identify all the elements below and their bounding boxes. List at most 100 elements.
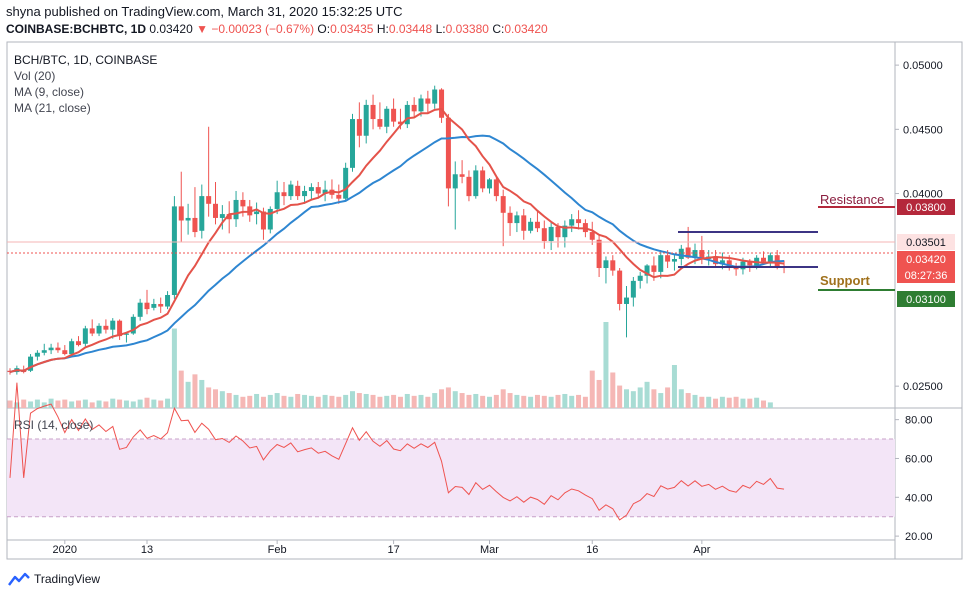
tradingview-logo-icon: [8, 572, 30, 586]
volume-bar: [610, 372, 616, 408]
volume-bar: [740, 398, 746, 408]
candle-body: [610, 260, 616, 271]
candle-body: [199, 196, 205, 231]
volume-bar: [165, 398, 171, 408]
candle-body: [473, 170, 479, 197]
price-change: −0.00023 (−0.67%): [211, 22, 315, 36]
volume-bar: [69, 401, 75, 408]
candle-body: [165, 294, 171, 307]
volume-bar: [699, 396, 705, 408]
volume-bar: [254, 393, 260, 408]
volume-bar: [144, 397, 150, 408]
rsi-axis: 80.00 60.00 40.00 20.00: [895, 415, 933, 543]
candle-body: [740, 261, 746, 270]
volume-bar: [651, 389, 657, 408]
legend-ma21: MA (21, close): [14, 101, 91, 115]
rsi-tick-label: 80.00: [905, 415, 933, 427]
volume-bar: [493, 394, 499, 408]
low-label: L:: [435, 22, 446, 36]
volume-bar: [233, 394, 239, 408]
high-value: 0.03448: [388, 22, 433, 36]
volume-bar: [178, 370, 184, 408]
volume-bar: [432, 393, 438, 408]
rsi-band: [7, 439, 895, 517]
resistance-price-tag: [897, 199, 955, 215]
candle-body: [233, 199, 239, 220]
volume-bar: [315, 396, 321, 408]
candle-body: [62, 350, 68, 355]
candles: [7, 85, 787, 375]
volume-bar: [322, 394, 328, 408]
ma21-line: [9, 134, 785, 373]
candle-body: [267, 208, 273, 230]
legend-ma9: MA (9, close): [14, 85, 84, 99]
volume-bar: [48, 398, 54, 408]
volume-bar: [452, 391, 458, 408]
candle-body: [377, 119, 383, 127]
candle-body: [548, 226, 554, 242]
volume-bar: [706, 396, 712, 408]
rsi-tick-label: 60.00: [905, 453, 933, 465]
volume-bar: [213, 389, 218, 408]
volume-bar: [754, 397, 760, 408]
candle-body: [192, 217, 198, 233]
candle-body: [671, 259, 677, 262]
footer-brand[interactable]: TradingView: [8, 572, 100, 586]
volume-bar: [562, 393, 568, 408]
last-price-text: 0.03420: [906, 254, 946, 266]
candle-body: [624, 297, 629, 304]
candle-body: [466, 176, 472, 197]
volume-bar: [55, 400, 61, 408]
volume-bar: [439, 389, 445, 408]
open-value: 0.03435: [330, 22, 374, 36]
volume-bar: [466, 394, 472, 408]
candle-body: [541, 228, 547, 242]
candle-body: [617, 270, 623, 304]
volume-bar: [404, 393, 410, 408]
candle-body: [117, 320, 123, 337]
resistance-price-text: 0.03800: [906, 202, 946, 214]
volume-bar: [336, 396, 342, 408]
candle-body: [151, 303, 157, 308]
time-tick-label: 17: [387, 544, 399, 556]
volume-bar: [171, 328, 177, 408]
triangle-down-icon: ▼: [196, 22, 208, 36]
volume-bar: [41, 402, 47, 408]
symbol-name: COINBASE:BCHBTC, 1D: [6, 22, 147, 36]
candle-body: [123, 333, 129, 335]
candle-body: [651, 265, 657, 272]
candle-body: [363, 104, 369, 136]
candle-body: [528, 221, 534, 231]
candle-body: [384, 108, 390, 127]
volume-bar: [89, 402, 95, 408]
volume-bar: [487, 396, 492, 408]
volume-bar: [719, 396, 725, 408]
candle-body: [500, 196, 506, 213]
candle-body: [487, 179, 492, 189]
candle-body: [713, 256, 719, 265]
candle-body: [658, 255, 664, 272]
candle-body: [425, 98, 431, 104]
time-tick-label: 13: [141, 544, 153, 556]
volume-bar: [34, 399, 40, 408]
rsi-line: [9, 382, 785, 521]
price-tick-label: 0.04500: [903, 124, 943, 136]
volume-bar: [761, 400, 766, 408]
volume-bar: [507, 393, 513, 408]
volume-bar: [445, 387, 451, 408]
volume-bar: [726, 397, 732, 408]
volume-bar: [185, 381, 191, 408]
candle-body: [96, 325, 102, 334]
volume-bar: [329, 395, 335, 408]
candle-body: [459, 174, 465, 177]
candle-body: [308, 187, 314, 191]
candle-body: [370, 104, 376, 120]
rsi-tick-label: 20.00: [905, 531, 933, 543]
candle-body: [576, 219, 582, 224]
price-axis: 0.05000 0.04500 0.04000 0.02500: [895, 60, 943, 393]
candle-body: [295, 185, 301, 197]
publish-line: shyna published on TradingView.com, Marc…: [6, 4, 403, 19]
candle-body: [322, 189, 328, 194]
volume-bar: [192, 374, 198, 408]
